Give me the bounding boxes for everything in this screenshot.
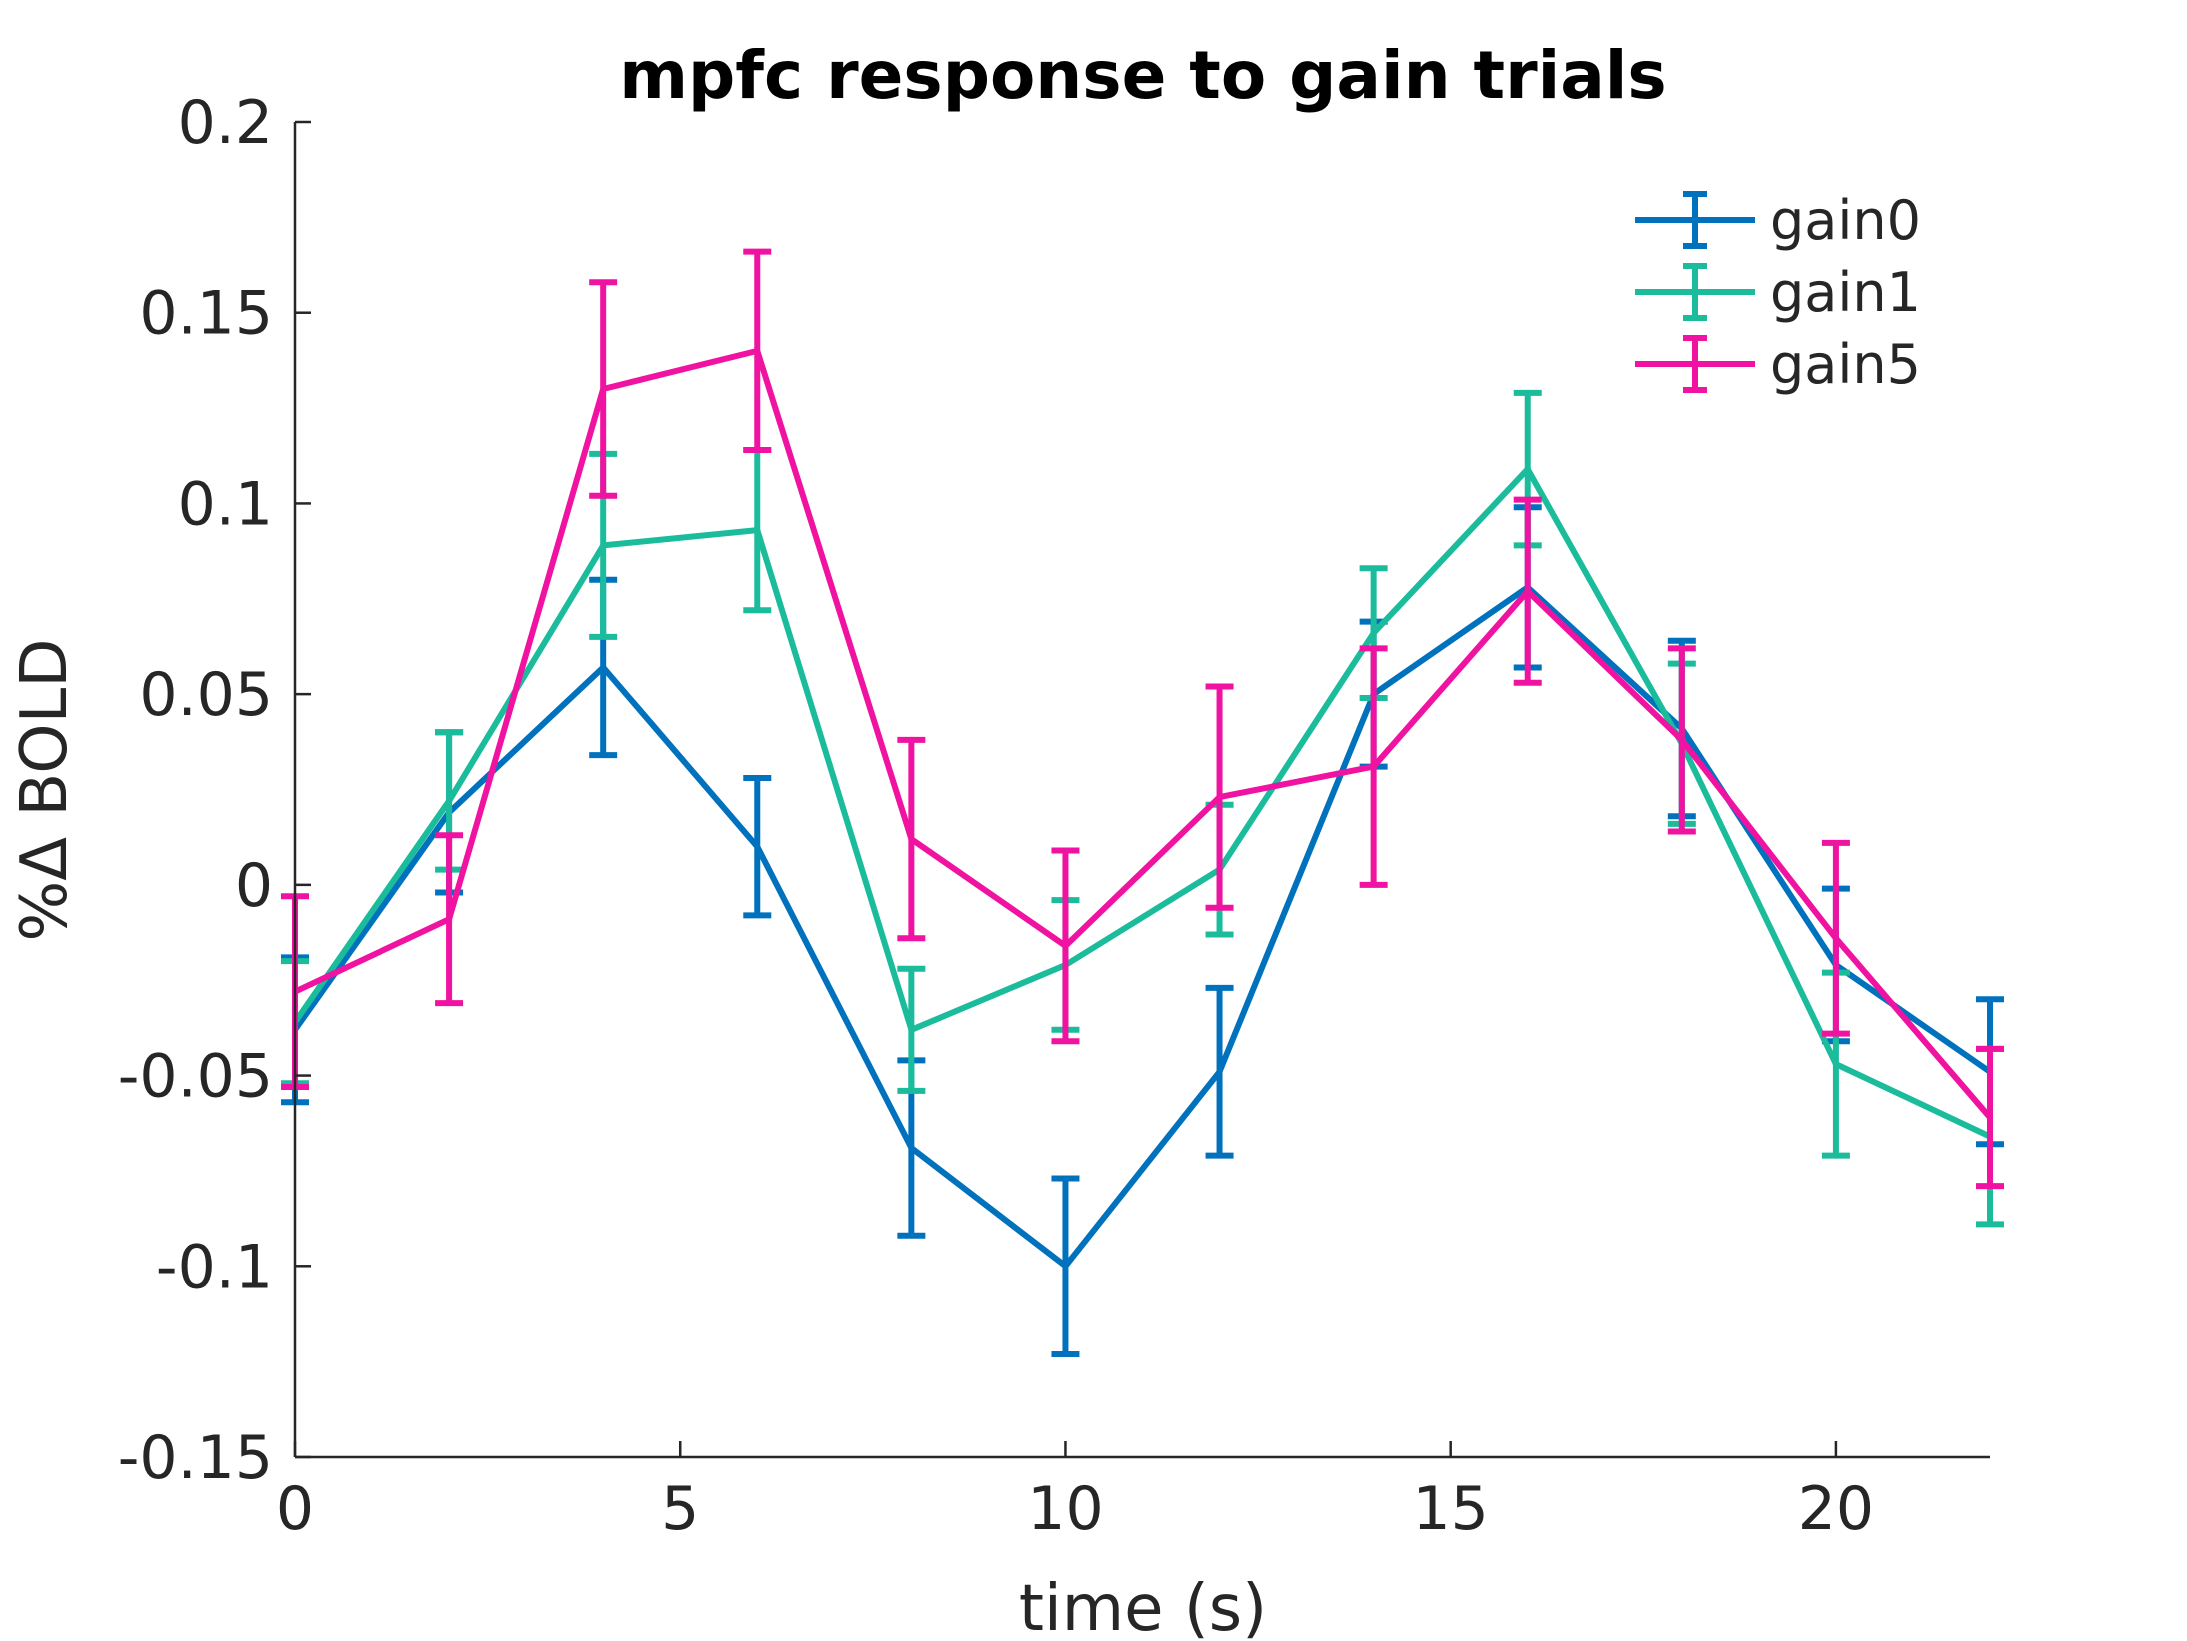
error-bar <box>1513 496 1542 686</box>
legend-item-gain5: gain5 <box>1635 333 1921 396</box>
x-ticks: 0 5 10 15 20 <box>276 1441 1874 1544</box>
legend-label: gain1 <box>1770 261 1921 324</box>
plot-area <box>281 248 2004 1358</box>
legend-label: gain0 <box>1770 189 1921 252</box>
legend-item-gain1: gain1 <box>1635 261 1921 324</box>
error-bar <box>1821 839 1850 1037</box>
x-tick-label: 0 <box>276 1474 314 1544</box>
legend-item-gain0: gain0 <box>1635 189 1921 252</box>
series-gain0 <box>281 504 2004 1358</box>
y-axis-label: %Δ BOLD <box>8 638 82 941</box>
axes <box>293 122 1990 1459</box>
y-tick-label: 0 <box>235 851 273 921</box>
y-tick-label: 0.05 <box>139 660 273 730</box>
series-gain5 <box>281 248 2004 1190</box>
error-bar <box>1051 847 1080 1045</box>
y-tick-label: -0.15 <box>118 1423 273 1493</box>
error-bar <box>1976 1045 2004 1190</box>
error-bar <box>1205 683 1234 911</box>
legend: gain0 gain1 gain5 <box>1635 189 1921 396</box>
series-gain1 <box>281 389 2004 1228</box>
y-tick-label: 0.2 <box>178 88 273 158</box>
y-tick-label: 0.15 <box>139 279 273 349</box>
error-bar <box>1359 645 1388 888</box>
error-bar <box>743 248 772 454</box>
error-bar <box>1051 1175 1080 1358</box>
x-tick-label: 15 <box>1413 1474 1489 1544</box>
series-line-gain5 <box>293 347 1993 1120</box>
series-line-gain0 <box>292 584 1992 1270</box>
y-tick-label: 0.1 <box>178 469 273 539</box>
error-bar <box>1205 984 1234 1159</box>
chart-title: mpfc response to gain trials <box>619 37 1666 114</box>
x-tick-label: 10 <box>1027 1474 1103 1544</box>
error-bar <box>589 279 618 499</box>
error-bar <box>897 736 926 942</box>
error-bar <box>897 965 926 1094</box>
x-axis-label: time (s) <box>1019 1572 1267 1641</box>
y-ticks: -0.15 -0.1 -0.05 0 0.05 0.1 0.15 0.2 <box>118 88 311 1493</box>
series-line-gain1 <box>292 466 1992 1140</box>
x-tick-label: 5 <box>661 1474 699 1544</box>
error-bar <box>1667 645 1696 835</box>
legend-label: gain5 <box>1770 333 1921 396</box>
y-tick-label: -0.1 <box>156 1232 273 1302</box>
error-bar <box>435 832 464 1007</box>
y-tick-label: -0.05 <box>118 1042 273 1112</box>
error-bar <box>743 775 772 919</box>
x-tick-label: 20 <box>1798 1474 1874 1544</box>
